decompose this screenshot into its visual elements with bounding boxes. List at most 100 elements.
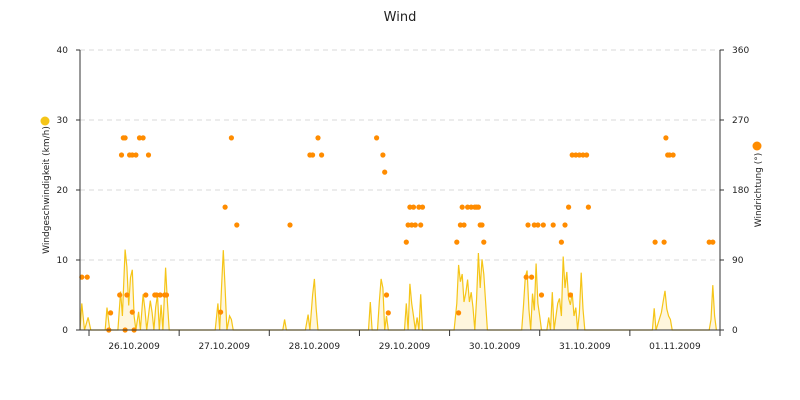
x-tick-label: 28.10.2009	[289, 342, 341, 352]
direction-point	[222, 204, 228, 210]
direction-point	[529, 274, 535, 280]
direction-point	[419, 204, 426, 210]
direction-point	[479, 222, 485, 228]
x-tick-label: 27.10.2009	[198, 342, 250, 352]
direction-point	[666, 152, 673, 158]
speed-area	[80, 249, 717, 330]
grid	[80, 49, 720, 261]
direction-point	[133, 152, 139, 158]
direction-point	[670, 152, 676, 158]
direction-point	[374, 135, 380, 141]
direction-point	[558, 239, 565, 245]
direction-point	[562, 222, 568, 228]
direction-point	[228, 135, 234, 141]
direction-point	[129, 309, 135, 315]
left-axis-ticks: 0 10 20 30 40	[57, 46, 80, 336]
speed-legend-marker	[40, 116, 50, 126]
direction-point	[410, 204, 417, 210]
direction-point	[218, 309, 224, 315]
direction-point	[117, 292, 123, 298]
direction-point	[580, 152, 586, 158]
left-axis-title: Windgeschwindigkeit (km/h)	[42, 126, 52, 254]
direction-point	[481, 239, 487, 245]
direction-point	[525, 222, 531, 228]
direction-point	[523, 274, 529, 280]
direction-point	[416, 204, 422, 210]
direction-point	[540, 222, 546, 228]
x-tick-label: 01.11.2009	[649, 342, 701, 352]
direction-point	[461, 222, 467, 228]
right-tick-label: 0	[732, 326, 738, 336]
direction-point	[287, 222, 293, 228]
left-tick-label: 20	[57, 186, 69, 196]
direction-point	[412, 222, 418, 228]
direction-point	[710, 239, 716, 245]
x-axis-ticks: 26.10.2009 27.10.2009 28.10.2009 29.10.2009…	[88, 330, 721, 352]
direction-point	[535, 222, 541, 228]
direction-point	[706, 239, 712, 245]
direction-point	[566, 204, 572, 210]
direction-point	[140, 135, 146, 141]
left-tick-label: 40	[57, 46, 69, 56]
x-tick-label: 29.10.2009	[379, 342, 431, 352]
direction-point	[584, 152, 590, 158]
direction-point	[663, 135, 669, 141]
direction-point	[234, 222, 240, 228]
direction-point	[163, 292, 170, 298]
direction-point	[84, 274, 90, 280]
left-tick-label: 30	[57, 116, 69, 126]
direction-point	[454, 239, 460, 245]
direction-point	[418, 222, 424, 228]
left-tick-label: 10	[57, 256, 69, 266]
right-axis-title: Windrichtung (°)	[754, 153, 764, 228]
direction-point	[108, 310, 114, 316]
direction-point	[385, 310, 391, 316]
direction-point	[405, 222, 411, 228]
direction-legend-marker	[752, 141, 762, 151]
x-tick-label: 26.10.2009	[108, 342, 160, 352]
direction-point	[129, 152, 135, 158]
direction-point	[383, 292, 390, 298]
direction-point	[382, 169, 388, 175]
right-tick-label: 270	[732, 116, 749, 126]
direction-point	[407, 204, 413, 210]
direction-point	[319, 152, 325, 158]
direction-point	[465, 204, 471, 210]
direction-point	[538, 292, 545, 298]
right-tick-label: 360	[732, 46, 749, 56]
direction-series	[79, 135, 716, 333]
direction-point	[567, 292, 574, 298]
left-tick-label: 0	[62, 326, 68, 336]
direction-point	[122, 135, 128, 141]
direction-point	[154, 292, 160, 298]
direction-point	[157, 292, 163, 298]
right-tick-label: 90	[732, 256, 744, 266]
direction-point	[585, 204, 592, 210]
direction-point	[124, 292, 130, 298]
speed-line	[79, 249, 717, 331]
direction-point	[573, 152, 579, 158]
direction-point	[569, 152, 575, 158]
direction-point	[661, 239, 667, 245]
direction-point	[380, 152, 386, 158]
direction-point	[456, 310, 462, 316]
direction-point	[459, 204, 465, 210]
direction-point	[145, 152, 152, 158]
x-tick-label: 31.10.2009	[559, 342, 611, 352]
direction-point	[315, 135, 321, 141]
direction-point	[457, 222, 463, 228]
direction-point	[475, 204, 481, 210]
direction-point	[310, 152, 316, 158]
right-axis-ticks: 0 90 180 270 360	[720, 46, 749, 336]
speed-series	[79, 249, 717, 331]
direction-point	[143, 292, 149, 298]
direction-point	[468, 204, 474, 210]
direction-point	[652, 239, 658, 245]
direction-point	[136, 135, 143, 141]
direction-point	[409, 222, 415, 228]
direction-point	[118, 152, 125, 158]
chart-title: Wind	[384, 10, 417, 25]
direction-point	[576, 152, 583, 158]
right-tick-label: 180	[732, 186, 749, 196]
